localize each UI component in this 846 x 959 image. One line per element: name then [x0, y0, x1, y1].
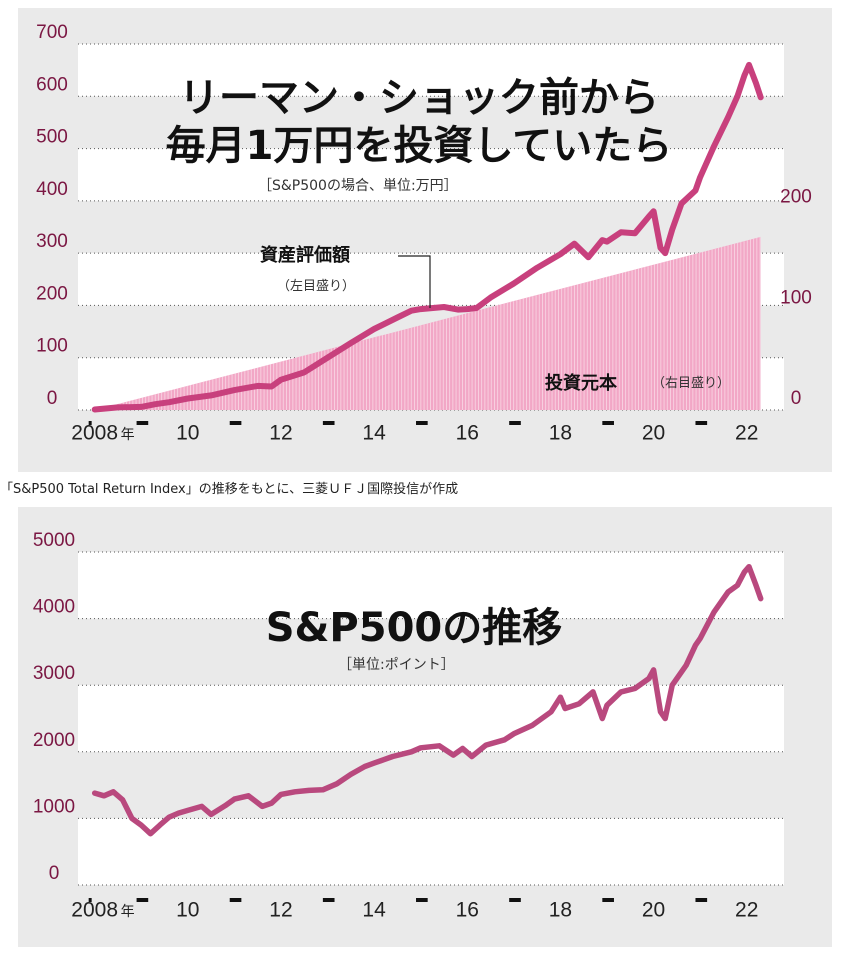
y-tick-label: 200 [36, 283, 68, 304]
x-tick-suffix: 年 [121, 427, 135, 443]
x-axis: 2008 年 10 12 14 16 18 20 22 [71, 898, 758, 922]
x-axis-segment [136, 421, 149, 425]
y-tick-label: 3000 [33, 663, 75, 684]
chart-title: S&P500の推移 [266, 605, 563, 651]
chart-title-line-2: 毎月1万円を投資していたら [166, 123, 673, 169]
x-axis-segment [136, 898, 149, 902]
y-right-tick-label: 100 [780, 287, 812, 308]
x-tick-label: 12 [269, 899, 292, 922]
x-axis-segment [322, 898, 335, 902]
y-tick-label: 300 [36, 231, 68, 252]
x-axis-segment [695, 898, 708, 902]
y-tick-label: 600 [36, 74, 68, 95]
chart-unit-note: ［S&P500の場合、単位:万円］ [258, 178, 458, 194]
x-axis-segment [322, 421, 335, 425]
x-axis-segment [509, 898, 521, 902]
x-tick-label: 16 [456, 899, 479, 922]
grid-band [78, 818, 784, 885]
chart-panel-investment: 0 100 200 300 400 500 600 700 0 100 200 2008 年 10 12… [18, 8, 832, 472]
gridlines [78, 551, 784, 886]
y-tick-label: 0 [47, 388, 58, 409]
asset-value-line [91, 61, 764, 413]
x-axis-segment [602, 421, 614, 425]
y-tick-label: 4000 [33, 597, 75, 618]
y-axis-right: 0 100 200 [780, 187, 812, 409]
x-tick-label: 14 [362, 422, 386, 445]
y-right-tick-label: 200 [780, 187, 812, 208]
y-tick-label: 0 [49, 863, 60, 884]
x-axis-segment [229, 898, 242, 902]
principal-area-fill [94, 236, 761, 410]
x-axis-segment [695, 421, 708, 425]
series-label-asset-value: 資産評価額 [260, 244, 350, 266]
x-tick-label: 20 [642, 899, 665, 922]
investment-chart: 0 100 200 300 400 500 600 700 0 100 200 2008 年 10 12… [36, 22, 812, 445]
sp500-line [91, 563, 764, 837]
y-tick-label: 400 [36, 179, 68, 200]
x-tick-label: 10 [176, 899, 199, 922]
x-axis-segment [416, 898, 428, 902]
x-axis-tick [88, 898, 92, 902]
y-right-tick-label: 0 [791, 388, 802, 409]
sp500-series [91, 563, 764, 837]
x-axis-segment [416, 421, 428, 425]
y-tick-label: 700 [36, 22, 68, 43]
background-bands [78, 552, 784, 885]
source-note: 「S&P500 Total Return Index」の推移をもとに、三菱ＵＦＪ… [0, 482, 459, 497]
principal-area [94, 236, 761, 410]
grid-band [78, 44, 784, 97]
y-tick-label: 2000 [33, 730, 75, 751]
x-tick-suffix: 年 [121, 904, 135, 920]
series-sublabel-principal: （右目盛り） [652, 376, 730, 391]
x-tick-label: 22 [735, 422, 758, 445]
chart-title-line-1: リーマン・ショック前から [179, 75, 659, 121]
grid-band [78, 552, 784, 619]
x-tick-label: 14 [362, 899, 386, 922]
x-tick-label: 12 [269, 422, 292, 445]
y-axis-left: 0 100 200 300 400 500 600 700 [36, 22, 68, 409]
x-tick-label: 2008 [71, 422, 118, 445]
leader-line [398, 255, 431, 308]
series-label-principal: 投資元本 [545, 372, 617, 394]
y-tick-label: 5000 [33, 530, 75, 551]
x-axis-segment [509, 421, 521, 425]
chart-unit-note: ［単位:ポイント］ [338, 657, 455, 673]
y-tick-label: 1000 [33, 796, 75, 817]
x-tick-label: 20 [642, 422, 665, 445]
y-axis-left: 0 1000 2000 3000 4000 5000 [33, 530, 75, 884]
x-tick-label: 22 [735, 899, 758, 922]
y-tick-label: 100 [36, 336, 68, 357]
x-axis: 2008 年 10 12 14 16 18 20 22 [71, 421, 758, 445]
x-tick-label: 2008 [71, 899, 118, 922]
x-tick-label: 10 [176, 422, 199, 445]
x-axis-segment [229, 421, 242, 425]
grid-band [78, 685, 784, 752]
x-tick-label: 18 [549, 422, 572, 445]
asset-value-series [91, 61, 764, 413]
y-tick-label: 500 [36, 127, 68, 148]
series-sublabel-asset-value: （左目盛り） [277, 279, 355, 294]
x-axis-segment [602, 898, 614, 902]
x-tick-label: 18 [549, 899, 572, 922]
x-axis-tick [88, 421, 92, 425]
x-tick-label: 16 [456, 422, 479, 445]
grid-band [78, 148, 784, 201]
chart-panel-sp500: 0 1000 2000 3000 4000 5000 2008 年 10 12 14 16 18 20 2… [18, 507, 832, 947]
